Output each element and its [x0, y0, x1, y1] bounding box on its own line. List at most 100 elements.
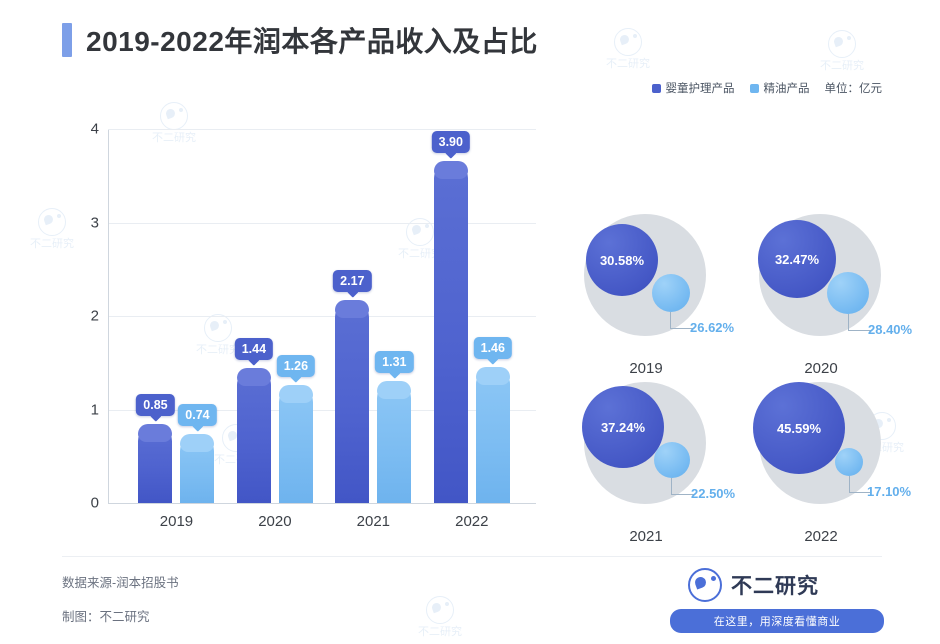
legend-label: 精油产品 — [763, 83, 810, 95]
y-tick-label: 4 — [90, 120, 99, 138]
gridline: 1 — [91, 401, 536, 418]
bubble-main-2019[interactable]: 30.58% — [586, 224, 658, 296]
x-tick-label: 2020 — [258, 513, 292, 530]
bubble-year-label: 2021 — [629, 528, 663, 545]
watermark-logo-icon — [426, 596, 454, 624]
page-header: 2019-2022年润本各产品收入及占比 — [62, 20, 538, 60]
bubble-small-2021[interactable] — [654, 442, 690, 478]
footer-credit: 制图：不二研究 — [62, 610, 150, 624]
bar-group-2019: 0.85 0.74 2019 — [134, 129, 220, 530]
bubble-leader-line — [848, 314, 871, 331]
bubble-cell-2022: 45.59% 17.10% 2022 — [731, 380, 911, 545]
brand-name: 不二研究 — [731, 575, 819, 598]
bubble-small-label-2022: 17.10% — [867, 484, 912, 499]
bar-cap — [377, 380, 412, 399]
y-axis-line — [108, 130, 109, 504]
bubble-leader-line — [849, 476, 870, 493]
y-tick-label: 2 — [90, 307, 99, 325]
bar-cap — [180, 433, 215, 452]
bubble-chart: 30.58% 26.62% 2019 32.47% 28.40% 2020 37… — [556, 212, 916, 552]
bar-value-label: 0.85 — [136, 393, 175, 416]
gridline: 3 — [91, 214, 536, 231]
bubble-main-label: 37.24% — [600, 419, 646, 435]
bar-essential-oil-2020[interactable]: 1.26 — [276, 355, 316, 503]
x-tick-label: 2019 — [159, 513, 194, 530]
brand-row: 不二研究 — [670, 568, 884, 602]
bar-group-2022: 3.90 1.46 2022 — [429, 129, 515, 530]
bubble-small-2022[interactable] — [835, 448, 863, 476]
y-tick-label: 3 — [90, 214, 99, 231]
bar-cap — [278, 385, 313, 404]
watermark: 不二研究 — [418, 596, 462, 640]
bar-chart-plot-area: 0 1 2 3 4 0.85 — [91, 121, 536, 530]
bubble-main-label: 45.59% — [776, 420, 822, 436]
bar-value-label: 1.31 — [375, 350, 414, 373]
bar-cap — [138, 423, 173, 442]
bubble-main-2022[interactable]: 45.59% — [753, 382, 845, 474]
bubble-cell-2020: 32.47% 28.40% 2020 — [731, 212, 913, 377]
bubble-main-2020[interactable]: 32.47% — [758, 220, 836, 298]
bar-group-2020: 1.44 1.26 2020 — [232, 129, 318, 530]
bubble-year-label: 2019 — [629, 360, 663, 377]
bar-value-label: 1.46 — [473, 336, 512, 359]
brand-logo-icon — [688, 568, 722, 602]
footer-divider — [62, 556, 882, 557]
bar-cap — [236, 368, 271, 387]
bar-baby-care-2021[interactable]: 2.17 — [333, 270, 372, 503]
footer-source: 数据来源-润本招股书 — [62, 576, 179, 590]
watermark: 不二研究 — [606, 28, 650, 72]
bar-cap — [335, 300, 370, 319]
bar-baby-care-2022[interactable]: 3.90 — [431, 130, 470, 503]
bubble-cell-2021: 37.24% 22.50% 2021 — [556, 380, 736, 545]
bubble-main-label: 30.58% — [599, 252, 645, 268]
bubble-leader-line — [670, 312, 693, 329]
bubble-small-label-2020: 28.40% — [868, 322, 913, 337]
bar-value-label: 3.90 — [431, 130, 470, 153]
bubble-small-2020[interactable] — [827, 272, 869, 314]
bar-cap — [475, 366, 510, 385]
legend-swatch-icon — [651, 83, 661, 93]
bar-essential-oil-2022[interactable]: 1.46 — [473, 336, 512, 503]
bar-chart: 0 1 2 3 4 0.85 — [62, 120, 542, 540]
bar-cap — [433, 160, 468, 179]
y-tick-label: 0 — [90, 494, 99, 512]
legend-label: 婴童护理产品 — [665, 83, 735, 95]
x-axis-line — [108, 503, 536, 504]
x-tick-label: 2022 — [455, 513, 489, 530]
legend-item-baby-care[interactable]: 婴童护理产品 — [651, 80, 735, 96]
bar-essential-oil-2019[interactable]: 0.74 — [178, 403, 217, 503]
bubble-small-label-2019: 26.62% — [690, 320, 735, 335]
bubble-cell-2019: 30.58% 26.62% 2019 — [556, 212, 736, 377]
watermark-logo-icon — [614, 28, 642, 56]
bar-value-label: 1.44 — [234, 338, 274, 361]
legend-item-essential-oil[interactable]: 精油产品 — [749, 80, 810, 96]
legend-swatch-icon — [749, 83, 759, 93]
legend-unit: 单位：亿元 — [824, 83, 883, 95]
bubble-leader-line — [671, 478, 694, 495]
x-tick-label: 2021 — [356, 513, 391, 530]
bubble-main-2021[interactable]: 37.24% — [582, 386, 664, 468]
bubble-small-2019[interactable] — [652, 274, 690, 312]
bubble-small-label-2021: 22.50% — [691, 486, 736, 501]
chart-legend: 婴童护理产品 精油产品 单位：亿元 — [651, 80, 883, 96]
bubble-main-label: 32.47% — [774, 251, 820, 267]
bar-value-label: 2.17 — [333, 270, 372, 293]
gridline: 4 — [91, 121, 536, 138]
bar-value-label: 0.74 — [178, 403, 217, 426]
gridline: 2 — [91, 308, 536, 325]
page-title: 2019-2022年润本各产品收入及占比 — [86, 26, 538, 57]
bar-value-label: 1.26 — [276, 355, 316, 378]
y-tick-label: 1 — [90, 401, 99, 418]
header-accent-bar — [62, 23, 72, 57]
bar-essential-oil-2021[interactable]: 1.31 — [375, 350, 414, 503]
brand-tagline: 在这里，用深度看懂商业 — [670, 609, 884, 633]
bubble-year-label: 2022 — [804, 528, 838, 545]
watermark-logo-icon — [828, 30, 856, 58]
bar-baby-care-2020[interactable]: 1.44 — [234, 338, 274, 503]
brand-block: 不二研究 在这里，用深度看懂商业 — [670, 568, 884, 633]
bubble-year-label: 2020 — [804, 360, 838, 377]
bar-baby-care-2019[interactable]: 0.85 — [136, 393, 175, 503]
bar-group-2021: 2.17 1.31 2021 — [331, 129, 417, 530]
watermark: 不二研究 — [820, 30, 864, 74]
